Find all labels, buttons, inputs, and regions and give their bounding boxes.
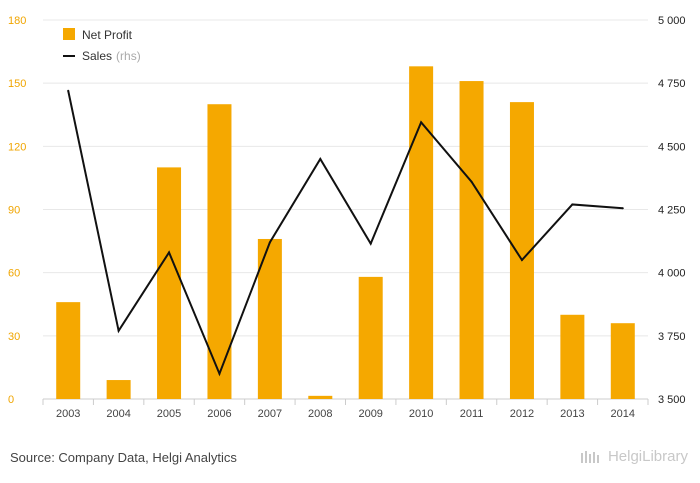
point-sales-2012 (520, 259, 523, 262)
bar-net-profit-2003 (56, 302, 81, 399)
point-sales-2009 (369, 242, 372, 245)
left-tick-label: 180 (8, 15, 26, 27)
bar-net-profit-2013 (560, 314, 585, 399)
legend-swatch-net-profit (63, 28, 75, 40)
point-sales-2011 (470, 180, 473, 183)
x-tick-label: 2014 (611, 408, 635, 420)
left-axis-ticks: 0 30 60 90 120 150 180 (8, 15, 26, 406)
bar-net-profit-2010 (409, 66, 434, 400)
bar-net-profit-2011 (459, 81, 484, 400)
point-sales-2004 (117, 329, 120, 332)
point-sales-2014 (621, 207, 624, 210)
x-tick-label: 2006 (207, 408, 231, 420)
bar-net-profit-2005 (157, 167, 182, 399)
right-tick-label: 4 750 (658, 78, 686, 90)
x-tick-label: 2005 (157, 408, 181, 420)
bar-net-profit-2009 (358, 276, 383, 399)
point-sales-2010 (420, 121, 423, 124)
point-sales-2008 (319, 157, 322, 160)
sales-line-series (67, 89, 624, 377)
x-tick-label: 2007 (258, 408, 282, 420)
point-sales-2005 (168, 251, 171, 254)
right-axis-ticks: 3 500 3 750 4 000 4 250 4 500 4 750 5 000 (658, 15, 686, 406)
legend-label-sales: Sales (rhs) (82, 49, 141, 63)
bar-net-profit-2006 (207, 104, 232, 399)
bar-net-profit-2008 (308, 395, 333, 399)
sales-line (67, 90, 623, 377)
right-tick-label: 5 000 (658, 15, 686, 27)
right-tick-label: 4 000 (658, 268, 686, 280)
left-tick-label: 0 (8, 394, 14, 406)
legend-sales-text: Sales (82, 49, 112, 63)
x-tick-label: 2010 (409, 408, 433, 420)
right-tick-label: 4 250 (658, 205, 686, 217)
left-tick-label: 60 (8, 268, 20, 280)
x-tick-label: 2012 (510, 408, 534, 420)
legend-label-net-profit: Net Profit (82, 28, 133, 42)
brand-name: HelgiLibrary (607, 448, 688, 465)
left-tick-label: 150 (8, 78, 26, 90)
point-sales-2006 (218, 372, 221, 375)
left-tick-label: 30 (8, 331, 20, 343)
left-tick-label: 120 (8, 141, 26, 153)
x-tick-label: 2003 (56, 408, 80, 420)
bar-net-profit-2014 (610, 323, 635, 399)
grid-lines (42, 19, 649, 405)
right-tick-label: 4 500 (658, 141, 686, 153)
x-tick-label: 2009 (358, 408, 382, 420)
bar-net-profit-2004 (106, 380, 131, 399)
library-icon (580, 450, 602, 464)
right-tick-label: 3 500 (658, 394, 686, 406)
legend: Net Profit Sales (rhs) (63, 28, 141, 63)
brand-logo: HelgiLibrary (580, 448, 688, 465)
x-axis-ticks: 2003 2004 2005 2006 2007 2008 2009 2010 2011 2012… (56, 408, 635, 420)
x-tick-label: 2008 (308, 408, 332, 420)
x-tick-label: 2011 (460, 408, 484, 420)
left-tick-label: 90 (8, 205, 20, 217)
x-tick-label: 2013 (560, 408, 584, 420)
legend-sales-rhs: (rhs) (116, 49, 141, 63)
point-sales-2013 (571, 203, 574, 206)
source-note: Source: Company Data, Helgi Analytics (10, 450, 237, 465)
right-tick-label: 3 750 (658, 331, 686, 343)
net-profit-bars (56, 66, 635, 400)
point-sales-2007 (268, 241, 271, 244)
x-tick-label: 2004 (106, 408, 130, 420)
point-sales-2003 (67, 89, 70, 92)
